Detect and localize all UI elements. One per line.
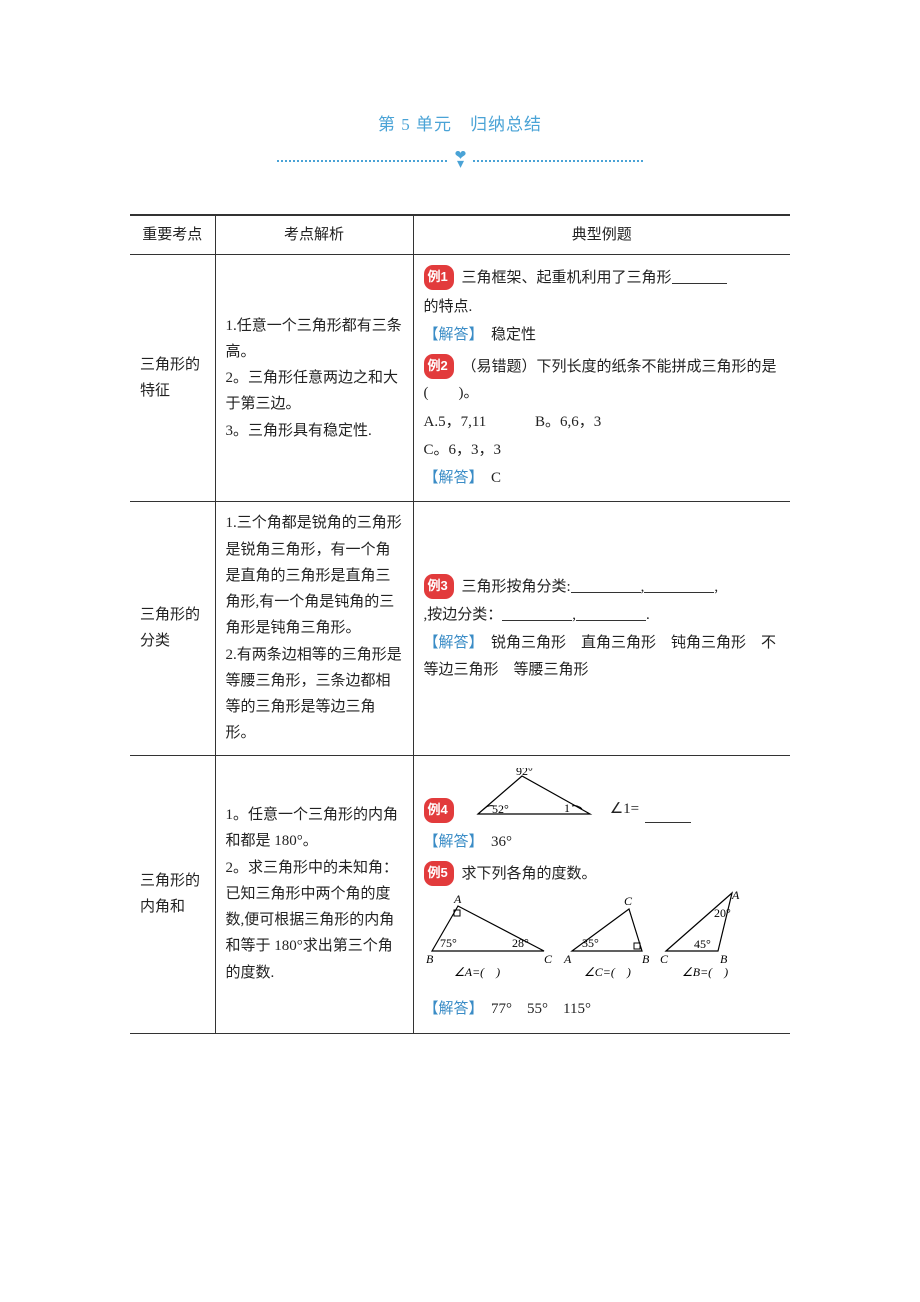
chevron-down-icon: ❤▾ bbox=[455, 153, 466, 169]
svg-text:92°: 92° bbox=[516, 768, 533, 778]
answer-label: 【解答】 bbox=[424, 327, 477, 343]
answer-text: 锐角三角形 直角三角形 钝角三角形 不等边三角形 等腰三角形 bbox=[424, 635, 777, 677]
summary-table: 重要考点 考点解析 典型例题 三角形的特征 1.任意一个三角形都有三条高。 2。… bbox=[130, 214, 790, 1034]
example-cell: 例3 三角形按角分类:,, ,按边分类：,. 【解答】 锐角三角形 直角三角形 … bbox=[413, 502, 790, 755]
svg-text:C: C bbox=[660, 952, 669, 966]
option-a: A.5，7,11 bbox=[424, 414, 487, 430]
header-example: 典型例题 bbox=[413, 215, 790, 255]
svg-text:C: C bbox=[544, 952, 553, 966]
diagram-angle-1: 例4 92° 52° 1 ∠1= bbox=[424, 768, 781, 823]
answer-text: 稳定性 bbox=[476, 327, 536, 343]
example-badge: 例1 bbox=[424, 265, 454, 290]
fill-blank bbox=[502, 606, 572, 621]
fill-blank bbox=[644, 578, 714, 593]
svg-text:∠B=( ): ∠B=( ) bbox=[682, 965, 728, 979]
example-badge: 例4 bbox=[424, 798, 454, 823]
answer-label: 【解答】 bbox=[424, 834, 477, 850]
example-text: ,按边分类： bbox=[424, 607, 503, 623]
divider: ❤▾ bbox=[130, 153, 790, 169]
example-badge: 例5 bbox=[424, 861, 454, 886]
example-text: ∠1= bbox=[610, 796, 639, 822]
table-row: 三角形的内角和 1。任意一个三角形的内角和都是 180°。 2。求三角形中的未知… bbox=[130, 755, 790, 1033]
svg-text:C: C bbox=[624, 894, 633, 908]
svg-text:45°: 45° bbox=[694, 937, 711, 951]
svg-text:35°: 35° bbox=[582, 936, 599, 950]
fill-blank bbox=[645, 808, 691, 823]
header-analysis: 考点解析 bbox=[215, 215, 413, 255]
fill-blank bbox=[576, 606, 646, 621]
fill-blank bbox=[672, 269, 727, 284]
header-topic: 重要考点 bbox=[130, 215, 215, 255]
svg-text:B: B bbox=[642, 952, 650, 966]
svg-text:1: 1 bbox=[564, 801, 570, 815]
divider-line-right bbox=[473, 160, 643, 162]
svg-text:A: A bbox=[453, 892, 462, 906]
example-text: 三角框架、起重机利用了三角形 bbox=[461, 270, 671, 286]
analysis-cell: 1.任意一个三角形都有三条高。 2。三角形任意两边之和大于第三边。 3。三角形具… bbox=[215, 255, 413, 502]
svg-text:B: B bbox=[720, 952, 728, 966]
page-title: 第 5 单元 归纳总结 bbox=[130, 110, 790, 135]
example-badge: 例3 bbox=[424, 574, 454, 599]
answer-text: 77° 55° 115° bbox=[476, 1001, 591, 1017]
divider-line-left bbox=[277, 160, 447, 162]
example-text: 三角形按角分类: bbox=[461, 579, 570, 595]
example-text: 求下列各角的度数。 bbox=[461, 866, 596, 882]
example-text: 的特点. bbox=[424, 294, 781, 320]
triangles-icon: A B C 75° 28° ∠A=( ) C A B 35° ∠C=( ) bbox=[424, 891, 744, 981]
answer-label: 【解答】 bbox=[424, 470, 477, 486]
diagram-three-triangles: A B C 75° 28° ∠A=( ) C A B 35° ∠C=( ) bbox=[424, 891, 781, 990]
svg-text:52°: 52° bbox=[492, 802, 509, 816]
answer-text: C bbox=[476, 470, 501, 486]
topic-cell: 三角形的特征 bbox=[130, 255, 215, 502]
svg-text:B: B bbox=[426, 952, 434, 966]
topic-cell: 三角形的内角和 bbox=[130, 755, 215, 1033]
svg-text:A: A bbox=[563, 952, 572, 966]
topic-cell: 三角形的分类 bbox=[130, 502, 215, 755]
example-badge: 例2 bbox=[424, 354, 454, 379]
svg-text:75°: 75° bbox=[440, 936, 457, 950]
svg-text:∠C=( ): ∠C=( ) bbox=[584, 965, 631, 979]
fill-blank bbox=[571, 578, 641, 593]
triangle-icon: 92° 52° 1 bbox=[464, 768, 604, 823]
table-row: 三角形的分类 1.三个角都是锐角的三角形是锐角三角形，有一个角是直角的三角形是直… bbox=[130, 502, 790, 755]
example-cell: 例1 三角框架、起重机利用了三角形 的特点. 【解答】 稳定性 例2 （易错题）… bbox=[413, 255, 790, 502]
answer-label: 【解答】 bbox=[424, 635, 477, 651]
analysis-cell: 1。任意一个三角形的内角和都是 180°。 2。求三角形中的未知角：已知三角形中… bbox=[215, 755, 413, 1033]
example-text: （易错题）下列长度的纸条不能拼成三角形的是( )。 bbox=[424, 359, 777, 401]
analysis-cell: 1.三个角都是锐角的三角形是锐角三角形，有一个角是直角的三角形是直角三角形,有一… bbox=[215, 502, 413, 755]
answer-text: 36° bbox=[476, 834, 512, 850]
svg-text:28°: 28° bbox=[512, 936, 529, 950]
option-c: C。6，3，3 bbox=[424, 437, 781, 463]
option-b: B。6,6，3 bbox=[535, 414, 601, 430]
table-row: 三角形的特征 1.任意一个三角形都有三条高。 2。三角形任意两边之和大于第三边。… bbox=[130, 255, 790, 502]
answer-label: 【解答】 bbox=[424, 1001, 477, 1017]
example-cell: 例4 92° 52° 1 ∠1= 【解答】 36° 例5 求下列各角的度数。 bbox=[413, 755, 790, 1033]
svg-text:∠A=( ): ∠A=( ) bbox=[454, 965, 500, 979]
svg-text:20°: 20° bbox=[714, 906, 731, 920]
svg-text:A: A bbox=[731, 891, 740, 902]
